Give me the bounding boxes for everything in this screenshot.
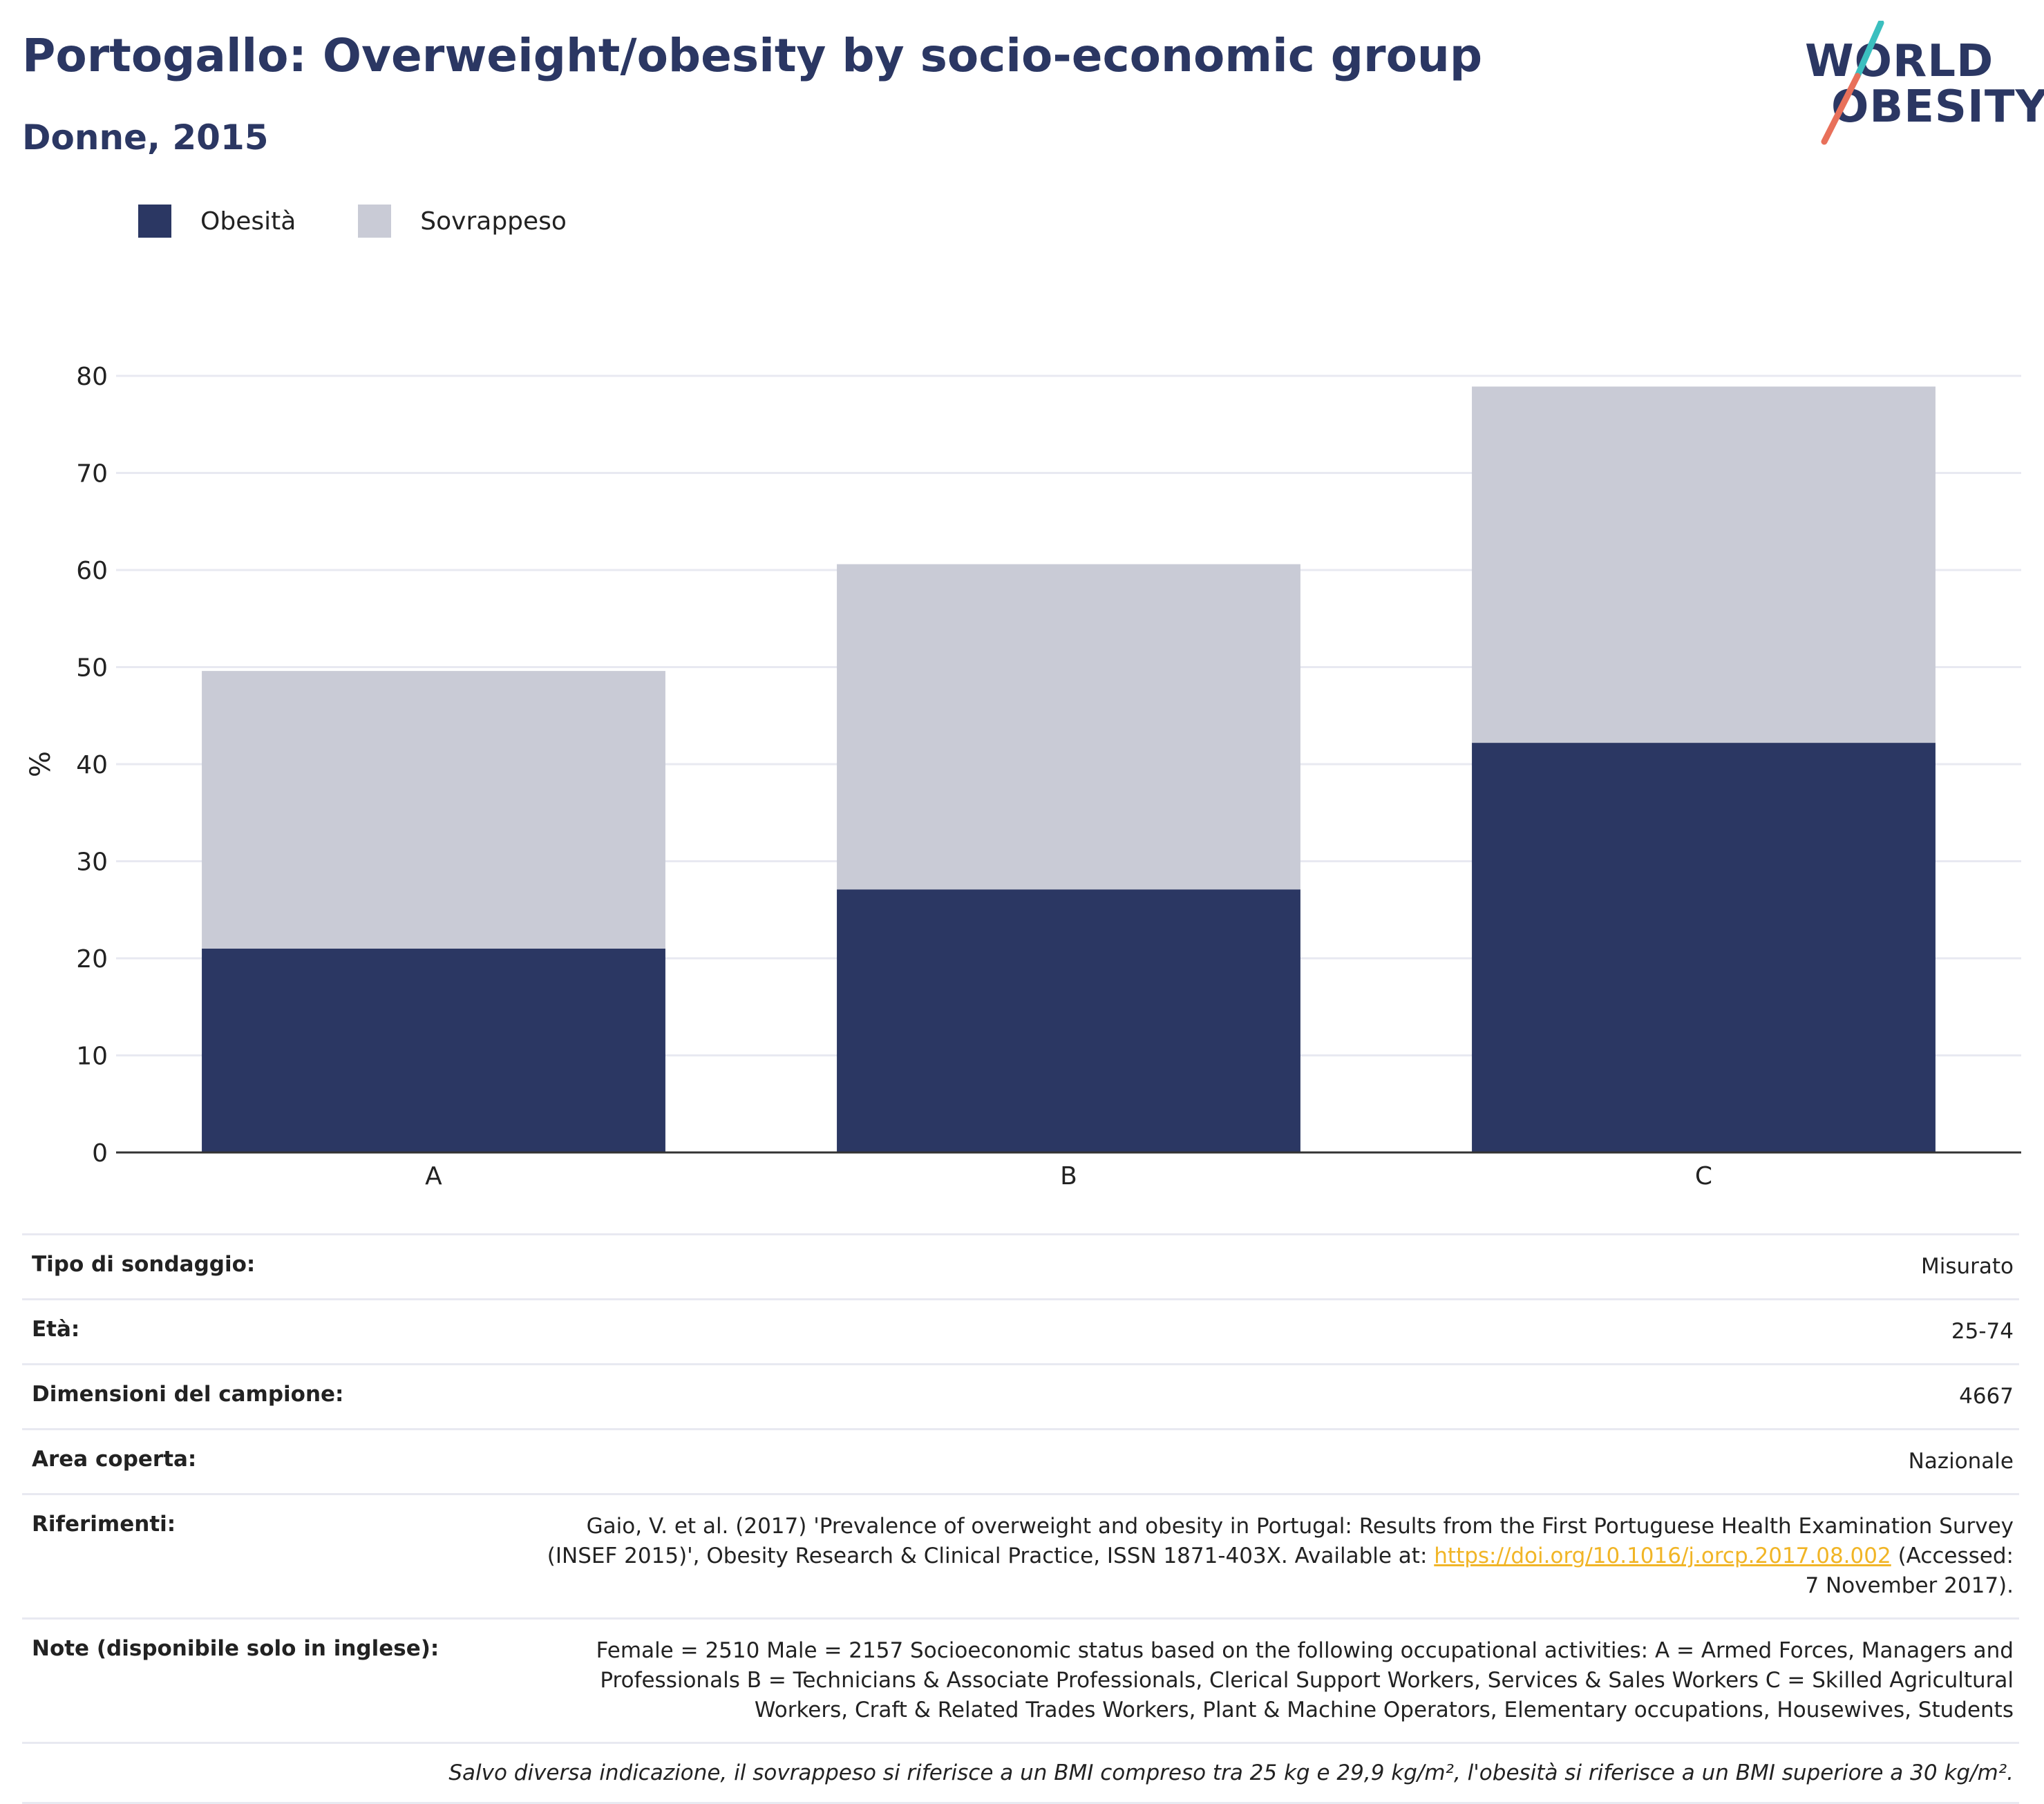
info-row-age: Età: 25-74 <box>22 1299 2019 1365</box>
bar-obesity-c <box>1472 743 1936 1152</box>
legend-swatch-obesity <box>138 205 171 238</box>
legend-label-overweight: Sovrappeso <box>420 207 567 236</box>
bar-overweight-c <box>1472 386 1936 743</box>
y-tick-label: 50 <box>76 654 108 683</box>
info-row-references: Riferimenti: Gaio, V. et al. (2017) 'Pre… <box>22 1494 2019 1619</box>
survey-info-table: Tipo di sondaggio: Misurato Età: 25-74 D… <box>22 1233 2019 1804</box>
info-value: Misurato <box>1920 1254 2014 1279</box>
x-tick-label: C <box>1695 1162 1712 1190</box>
reference-text: Gaio, V. et al. (2017) 'Prevalence of ov… <box>547 1514 2014 1568</box>
y-tick-label: 10 <box>76 1043 108 1071</box>
x-tick-label: B <box>1060 1162 1077 1190</box>
info-row-survey-type: Tipo di sondaggio: Misurato <box>22 1234 2019 1300</box>
stacked-bar-chart: 0 10 20 30 40 50 60 70 80% A B C <box>25 363 2021 1190</box>
reference-link[interactable]: https://doi.org/10.1016/j.orcp.2017.08.0… <box>1434 1544 1891 1568</box>
logo-word-world: WORLD <box>1805 36 1994 87</box>
y-tick-label: 40 <box>76 751 108 779</box>
y-tick-label: 20 <box>76 945 108 974</box>
info-value-references: Gaio, V. et al. (2017) 'Prevalence of ov… <box>524 1494 2019 1619</box>
bar-obesity-b <box>837 889 1300 1152</box>
bar-overweight-a <box>202 671 665 949</box>
world-obesity-logo: WORLD OBESITY <box>1804 21 2044 145</box>
info-value: 4667 <box>1959 1384 2014 1409</box>
info-value: Nazionale <box>1908 1449 2014 1474</box>
y-tick-label: 60 <box>76 557 108 585</box>
bar-overweight-b <box>837 564 1300 890</box>
logo-slash-icon <box>1821 21 1884 145</box>
info-value: 25-74 <box>1951 1319 2014 1344</box>
y-tick-label: 0 <box>92 1139 108 1168</box>
page-subtitle: Donne, 2015 <box>22 117 269 158</box>
legend-swatch-overweight <box>358 205 392 238</box>
info-label: Riferimenti: <box>32 1512 176 1537</box>
info-row-coverage: Area coperta: Nazionale <box>22 1429 2019 1494</box>
y-tick-label: 70 <box>76 460 108 488</box>
info-label: Note (disponibile solo in inglese): <box>32 1636 439 1661</box>
info-row-sample-size: Dimensioni del campione: 4667 <box>22 1364 2019 1430</box>
reference-accessed-text: (Accessed: 7 November 2017). <box>1805 1544 2014 1598</box>
info-row-footnote: Salvo diversa indicazione, il sovrappeso… <box>22 1743 2019 1803</box>
info-row-notes: Note (disponibile solo in inglese): Fema… <box>22 1618 2019 1743</box>
legend-item-overweight[interactable]: Sovrappeso <box>358 205 567 238</box>
bmi-footnote: Salvo diversa indicazione, il sovrappeso… <box>448 1760 2014 1785</box>
legend-item-obesity[interactable]: Obesità <box>138 205 296 238</box>
page-title: Portogallo: Overweight/obesity by socio-… <box>22 29 1483 82</box>
info-label: Età: <box>32 1317 80 1342</box>
info-value: Female = 2510 Male = 2157 Socioeconomic … <box>596 1638 2014 1722</box>
bar-obesity-a <box>202 948 665 1152</box>
y-axis-label: % <box>25 751 57 777</box>
logo-word-obesity: OBESITY <box>1831 82 2044 133</box>
y-tick-label: 80 <box>76 363 108 391</box>
x-tick-label: A <box>425 1162 442 1190</box>
info-label: Dimensioni del campione: <box>32 1382 344 1407</box>
info-label: Area coperta: <box>32 1447 197 1472</box>
info-label: Tipo di sondaggio: <box>32 1252 256 1277</box>
y-tick-label: 30 <box>76 848 108 877</box>
legend-label-obesity: Obesità <box>200 207 296 236</box>
chart-legend: Obesità Sovrappeso <box>138 205 629 238</box>
